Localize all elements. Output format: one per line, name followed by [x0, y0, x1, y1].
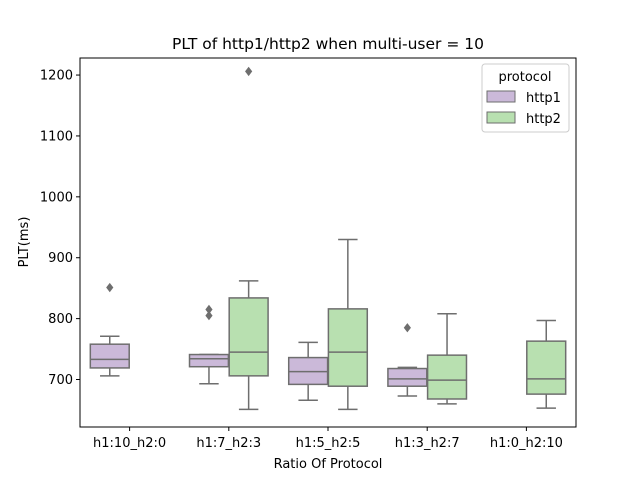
box-http2-1 — [228, 66, 269, 411]
y-tick-label: 700 — [48, 373, 73, 388]
box-http1-2 — [287, 341, 329, 401]
box-body — [426, 354, 468, 400]
box-body — [228, 297, 269, 377]
y-axis-label: PLT(ms) — [17, 217, 32, 268]
outlier-point — [403, 323, 411, 333]
box-body — [188, 353, 230, 368]
box-http2-3 — [426, 312, 468, 405]
outlier-point — [106, 282, 114, 293]
y-axis: 700 800 900 1000 1100 1200 — [40, 69, 80, 388]
x-tick-label: h1:10_h2:0 — [93, 436, 166, 451]
y-tick-label: 900 — [48, 251, 73, 266]
x-tick-label: h1:0_h2:10 — [490, 436, 563, 451]
box-http1-3 — [387, 323, 428, 397]
box-body — [327, 308, 369, 387]
y-tick-label: 1200 — [40, 69, 73, 84]
legend-swatch-http1 — [486, 90, 516, 103]
box-http2-2 — [327, 238, 369, 411]
legend-label-http1: http1 — [526, 91, 561, 106]
x-tick-label: h1:5_h2:5 — [296, 436, 361, 451]
box-http2-4 — [526, 319, 567, 409]
outlier-point — [205, 310, 213, 321]
box-body — [526, 340, 567, 395]
chart-title: PLT of http1/http2 when multi-user = 10 — [172, 35, 484, 53]
legend-title: protocol — [498, 70, 551, 85]
legend-label-http2: http2 — [526, 112, 561, 127]
box-http1-0 — [89, 282, 130, 377]
box-group — [89, 66, 567, 411]
box-http1-1 — [188, 304, 230, 385]
y-tick-label: 1000 — [40, 190, 73, 205]
x-tick-label: h1:7_h2:3 — [196, 436, 261, 451]
box-body — [387, 367, 428, 387]
box-body — [89, 343, 130, 369]
y-tick-label: 800 — [48, 312, 73, 327]
x-axis: h1:10_h2:0 h1:7_h2:3 h1:5_h2:5 h1:3_h2:7 h1:… — [93, 427, 563, 451]
y-tick-label: 1100 — [40, 129, 73, 144]
legend: protocol http1 http2 — [481, 63, 570, 133]
legend-swatch-http2 — [486, 111, 516, 124]
outlier-point — [245, 66, 253, 77]
x-axis-label: Ratio Of Protocol — [274, 457, 383, 472]
x-tick-label: h1:3_h2:7 — [395, 436, 460, 451]
outlier-point — [205, 304, 213, 315]
